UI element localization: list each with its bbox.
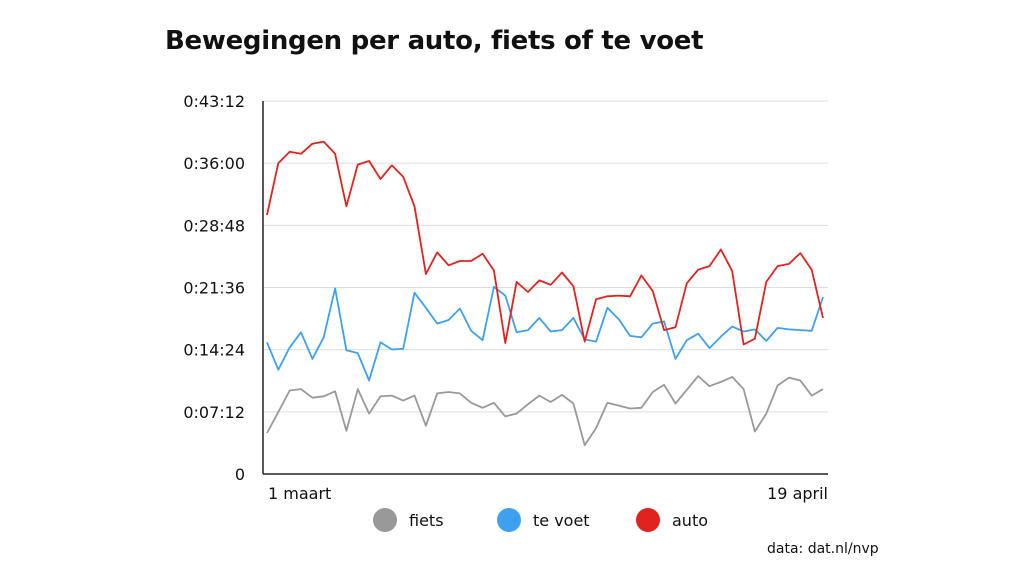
- chart-title: Bewegingen per auto, fiets of te voet: [165, 26, 704, 56]
- gridlines: [263, 100, 828, 413]
- y-tick-label: 0:21:36: [183, 279, 245, 298]
- legend-item-fiets: fiets: [373, 508, 444, 532]
- y-tick-label: 0:28:48: [183, 216, 245, 235]
- legend-item-auto: auto: [636, 508, 708, 532]
- series-line-te-voet: [266, 285, 824, 382]
- y-tick-label: 0:43:12: [183, 92, 245, 111]
- legend-swatch-fiets: [373, 508, 397, 532]
- x-tick-label: 19 april: [767, 484, 828, 503]
- legend-swatch-te-voet: [497, 508, 521, 532]
- legend-label-auto: auto: [672, 510, 709, 530]
- y-axis-ticks: 0:43:12 0:36:00 0:28:48 0:21:36 0:14:24 0:07:…: [183, 92, 245, 484]
- legend-swatch-auto: [636, 508, 660, 532]
- x-tick-label: 1 maart: [268, 484, 331, 503]
- x-axis-ticks: 1 maart 19 april: [268, 484, 828, 503]
- series-lines: [266, 140, 824, 447]
- legend-label-te-voet: te voet: [533, 510, 590, 530]
- y-tick-label: 0:36:00: [183, 154, 245, 173]
- series-line-auto: [266, 140, 824, 346]
- series-line-fiets: [266, 375, 824, 447]
- legend-item-te-voet: te voet: [497, 508, 590, 532]
- source-note: data: dat.nl/nvp: [767, 541, 879, 557]
- y-tick-label: 0:07:12: [183, 403, 245, 422]
- y-tick-label: 0:14:24: [183, 341, 245, 360]
- legend-label-fiets: fiets: [409, 510, 444, 530]
- y-tick-label: 0: [235, 465, 245, 484]
